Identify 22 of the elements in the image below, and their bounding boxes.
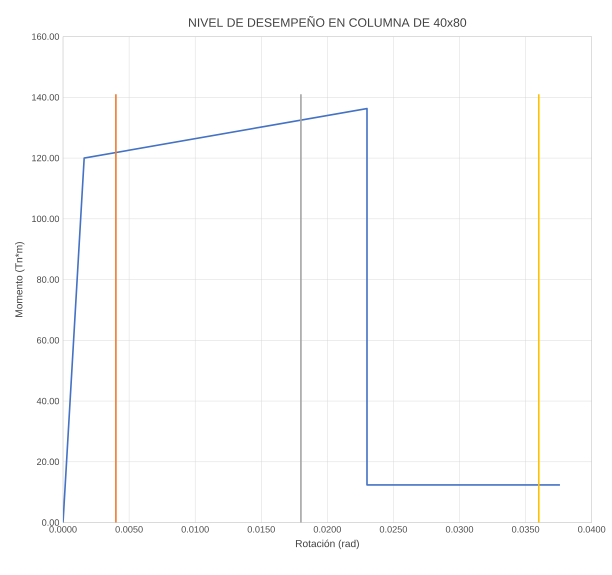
y-tick-label: 120.00 [32,154,60,162]
x-tick-label: 0.0050 [115,526,143,532]
chart-title: NIVEL DE DESEMPEÑO EN COLUMNA DE 40x80 [189,16,466,27]
y-tick-label: 100.00 [32,215,60,222]
y-tick-label: 80.00 [36,276,60,283]
y-tick-label: 40.00 [36,398,60,404]
y-tick-label: 140.00 [32,94,60,100]
y-tick-label: 60.00 [37,336,60,344]
x-tick-label: 0.0100 [182,526,209,532]
x-axis-title: Rotación (rad) [296,539,359,549]
x-tick-label: 0.0250 [380,526,408,532]
y-axis-title: Momento (Tn*m) [15,242,24,317]
y-tick-label: 160.00 [32,33,60,40]
x-tick-label: 0.0300 [446,526,474,532]
x-tick-label: 0.0200 [314,526,341,532]
y-tick-label: 0.00 [42,519,60,526]
y-tick-label: 20.00 [37,458,60,465]
x-tick-label: 0.0150 [248,526,275,532]
x-tick-label: 0.0400 [578,526,606,532]
line-series [63,108,561,522]
x-tick-label: 0.0000 [49,526,77,532]
x-tick-label: 0.0350 [512,526,540,532]
